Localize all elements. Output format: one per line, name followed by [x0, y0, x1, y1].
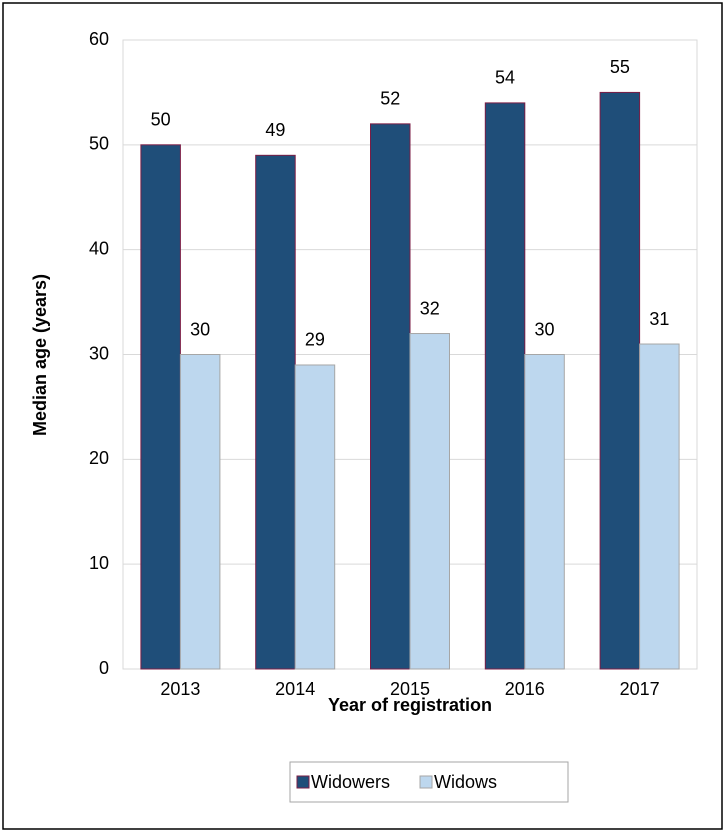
y-tick-label: 20 — [89, 448, 109, 468]
legend-label: Widows — [434, 772, 497, 792]
data-label: 50 — [151, 110, 171, 130]
legend-swatch — [296, 775, 310, 789]
data-label: 32 — [420, 298, 440, 318]
bar — [484, 102, 526, 670]
data-label: 52 — [380, 89, 400, 109]
legend-swatch — [419, 775, 433, 789]
y-tick-label: 40 — [89, 238, 109, 258]
y-tick-label: 60 — [89, 29, 109, 49]
data-label: 31 — [649, 309, 669, 329]
y-tick-label: 30 — [89, 343, 109, 363]
bar — [255, 154, 296, 670]
x-axis-title: Year of registration — [328, 695, 492, 715]
x-tick-label: 2015 — [390, 679, 430, 699]
bar — [409, 333, 450, 670]
bar — [524, 354, 565, 670]
data-label: 55 — [610, 57, 630, 77]
x-tick-label: 2016 — [505, 679, 545, 699]
data-label: 30 — [190, 319, 210, 339]
bar — [370, 123, 411, 670]
bar — [140, 144, 181, 670]
y-tick-label: 0 — [99, 658, 109, 678]
x-tick-label: 2013 — [160, 679, 200, 699]
data-label: 49 — [265, 120, 285, 140]
x-tick-label: 2017 — [620, 679, 660, 699]
bar — [294, 364, 336, 670]
data-label: 30 — [535, 319, 555, 339]
y-axis-title: Median age (years) — [30, 274, 50, 436]
y-tick-label: 10 — [89, 553, 109, 573]
legend-label: Widowers — [311, 772, 390, 792]
bar — [639, 343, 680, 670]
bar — [599, 91, 641, 670]
bar — [179, 354, 221, 670]
data-label: 54 — [495, 68, 515, 88]
y-tick-label: 50 — [89, 134, 109, 154]
x-tick-label: 2014 — [275, 679, 315, 699]
data-label: 29 — [305, 330, 325, 350]
